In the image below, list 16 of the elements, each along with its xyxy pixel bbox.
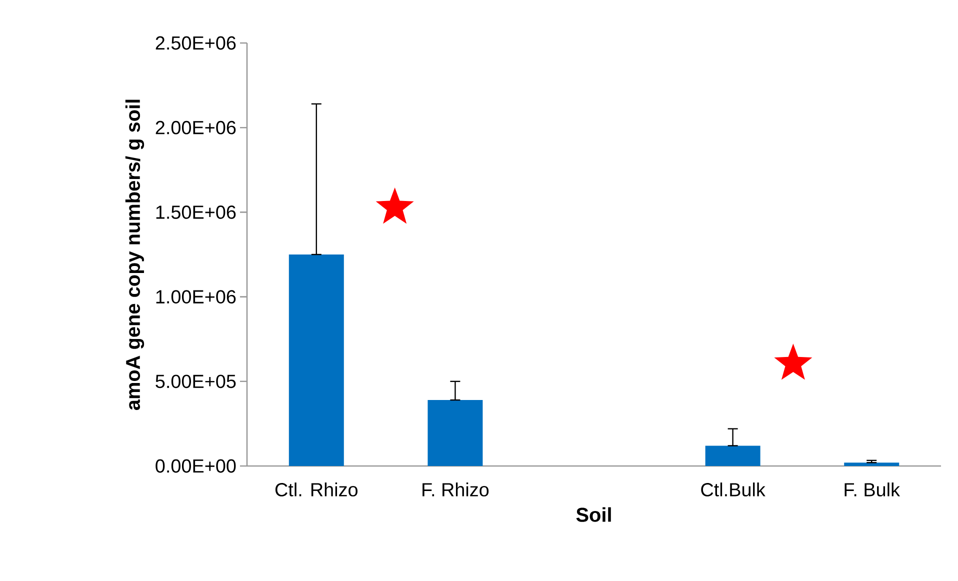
x-tick-label: Ctl.Bulk [701, 482, 766, 496]
x-tick-label: F. Bulk [844, 482, 900, 496]
y-tick-label: 1.50E+06 [156, 205, 236, 219]
bar [288, 254, 344, 466]
y-axis-title: amoA gene copy numbers/ g soil [125, 100, 144, 410]
x-tick-label: Ctl. Rhizo [275, 482, 358, 496]
x-tick-label: F. Rhizo [422, 482, 489, 496]
y-tick-label: 0.00E+00 [156, 459, 236, 473]
y-tick-label: 1.00E+06 [156, 290, 236, 304]
bar [705, 446, 760, 466]
bar [428, 400, 483, 466]
y-tick-label: 2.00E+06 [156, 120, 236, 134]
y-tick-label: 5.00E+05 [156, 374, 236, 388]
bar [844, 462, 900, 466]
y-tick-label: 2.50E+06 [156, 36, 236, 50]
x-axis-title: Soil [576, 507, 611, 522]
